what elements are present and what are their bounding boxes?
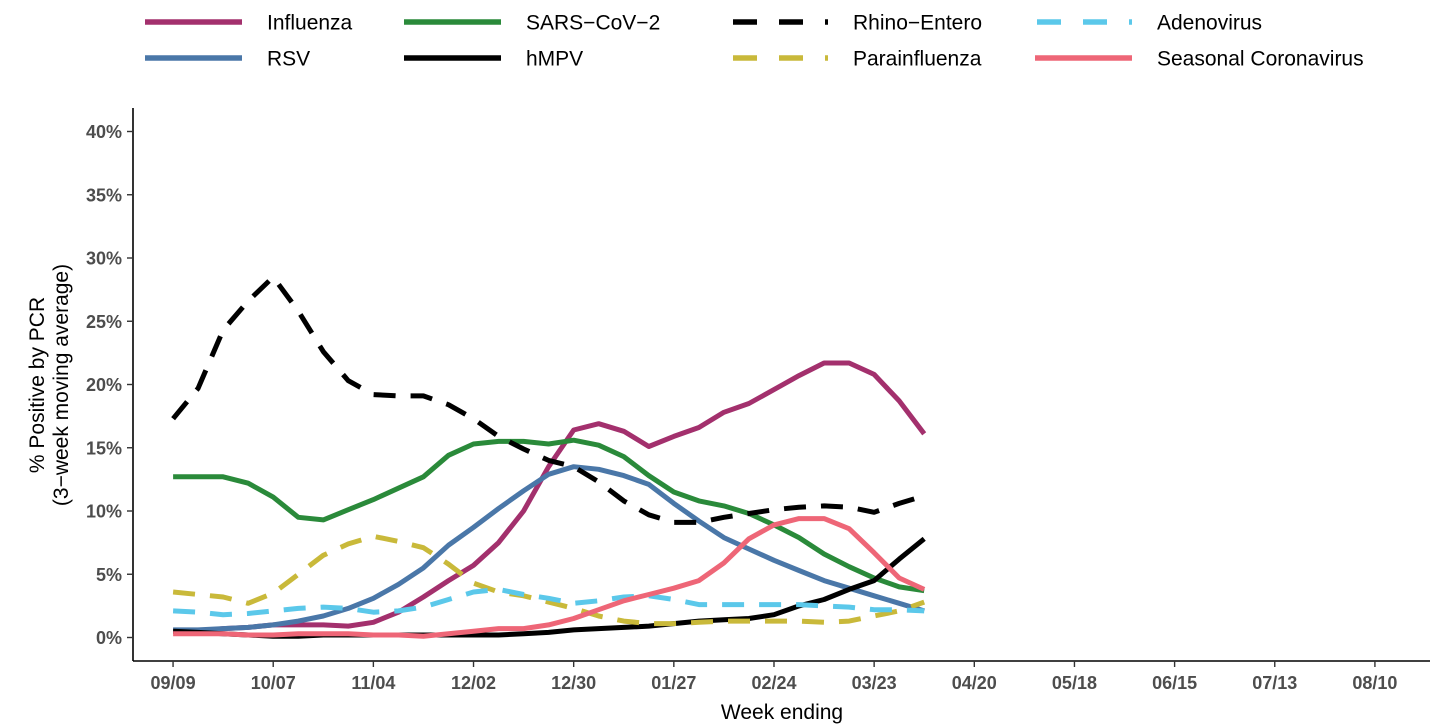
series-line-rsv <box>173 464 925 633</box>
x-tick-label: 12/02 <box>451 673 496 693</box>
legend-item-influenza: Influenza <box>145 12 353 35</box>
plot-area <box>171 274 927 639</box>
y-tick-label: 0% <box>96 628 122 648</box>
legend-item-sars-cov-2: SARS−CoV−2 <box>404 12 660 35</box>
series-line-influenza <box>173 360 927 634</box>
x-tick-label: 09/09 <box>151 673 196 693</box>
x-tick-label: 02/24 <box>751 673 796 693</box>
legend-label: RSV <box>267 48 310 71</box>
series-line-sars-cov-2 <box>173 437 925 594</box>
y-tick-label: 25% <box>86 312 122 332</box>
x-tick-label: 06/15 <box>1152 673 1197 693</box>
x-tick-label: 01/27 <box>651 673 696 693</box>
legend-item-parainfluenza: Parainfluenza <box>733 48 982 71</box>
y-tick-label: 10% <box>86 502 122 522</box>
legend-item-seasonal-coronavirus: Seasonal Coronavirus <box>1035 48 1364 71</box>
legend-item-rhino-entero: Rhino−Entero <box>733 12 982 35</box>
x-axis-title: Week ending <box>721 701 843 724</box>
legend: Influenza RSV SARS−CoV−2 hMPV Rhino−Entero Pa… <box>145 12 1364 71</box>
series-line-adenovirus <box>172 586 925 618</box>
legend-label: hMPV <box>526 48 583 71</box>
y-tick-label: 40% <box>86 122 122 142</box>
legend-label: Adenovirus <box>1157 12 1262 35</box>
y-tick-label: 15% <box>86 438 122 458</box>
x-tick-label: 04/20 <box>952 673 997 693</box>
x-tick-label: 07/13 <box>1252 673 1297 693</box>
y-tick-label: 5% <box>96 565 122 585</box>
x-tick-label: 05/18 <box>1052 673 1097 693</box>
x-tick-label: 03/23 <box>852 673 897 693</box>
legend-item-hmpv: hMPV <box>404 48 583 71</box>
y-axis-title-line2: (3−week moving average) <box>50 264 73 506</box>
legend-label: Seasonal Coronavirus <box>1157 48 1364 71</box>
x-tick-label: 11/04 <box>351 673 395 693</box>
legend-item-adenovirus: Adenovirus <box>1037 12 1262 35</box>
series-line-seasonal-coronavirus <box>173 516 926 639</box>
legend-label: Parainfluenza <box>853 48 982 71</box>
y-axis-title-line1: % Positive by PCR <box>26 297 49 473</box>
y-tick-label: 35% <box>86 185 122 205</box>
y-tick-label: 20% <box>86 375 122 395</box>
x-tick-label: 08/10 <box>1352 673 1397 693</box>
x-axis: 09/09 10/07 11/04 12/02 12/30 01/27 02/24 03/23… <box>133 660 1430 693</box>
series-line-parainfluenza <box>172 533 926 627</box>
legend-label: Rhino−Entero <box>853 12 982 35</box>
legend-label: SARS−CoV−2 <box>526 12 660 35</box>
y-tick-label: 30% <box>86 249 122 269</box>
y-axis: 0% 5% 10% 15% 20% 25% 30% 35% 40% <box>86 108 134 661</box>
x-tick-label: 12/30 <box>551 673 596 693</box>
legend-label: Influenza <box>267 12 353 35</box>
x-tick-label: 10/07 <box>251 673 296 693</box>
legend-item-rsv: RSV <box>145 48 310 71</box>
series-line-rhino-entero <box>171 274 925 525</box>
